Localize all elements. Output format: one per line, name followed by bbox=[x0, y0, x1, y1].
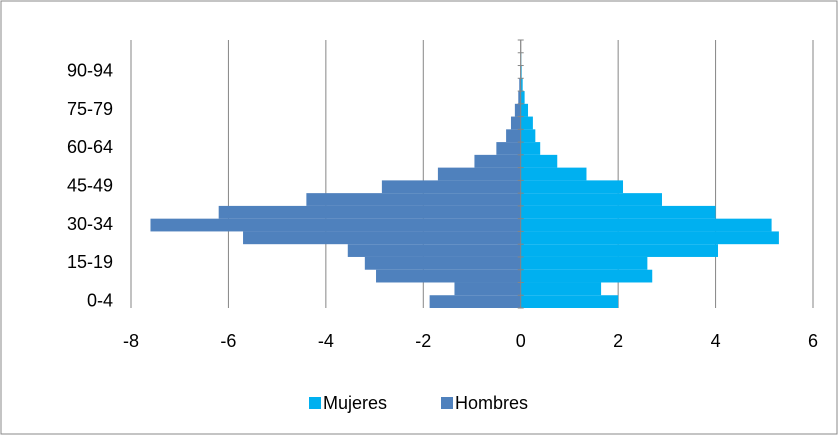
bar bbox=[306, 193, 520, 206]
y-tick-label: 75-79 bbox=[67, 99, 113, 119]
bar bbox=[515, 104, 521, 117]
bar bbox=[474, 155, 520, 168]
bar bbox=[521, 104, 528, 117]
bar bbox=[150, 219, 520, 232]
bar bbox=[454, 282, 520, 295]
bar bbox=[506, 129, 521, 142]
y-tick-label: 60-64 bbox=[67, 137, 113, 157]
bar bbox=[348, 244, 521, 257]
bar bbox=[521, 168, 587, 181]
bar bbox=[521, 219, 772, 232]
bar bbox=[521, 257, 648, 270]
x-tick-label: 2 bbox=[613, 331, 623, 351]
y-tick-label: 0-4 bbox=[87, 290, 113, 310]
x-tick-label: -2 bbox=[415, 331, 431, 351]
bar bbox=[365, 257, 521, 270]
x-tick-label: -8 bbox=[123, 331, 139, 351]
bar bbox=[521, 193, 662, 206]
bar bbox=[521, 270, 653, 283]
bar bbox=[382, 180, 521, 193]
bar bbox=[521, 117, 533, 130]
legend-label: Hombres bbox=[455, 393, 528, 413]
bar bbox=[243, 231, 521, 244]
bar bbox=[521, 231, 779, 244]
bar bbox=[521, 91, 525, 104]
bar bbox=[521, 244, 718, 257]
x-tick-label: 0 bbox=[516, 331, 526, 351]
bar bbox=[521, 295, 618, 308]
bar bbox=[376, 270, 521, 283]
bar bbox=[521, 180, 623, 193]
legend-swatch bbox=[441, 397, 453, 409]
y-tick-label: 15-19 bbox=[67, 252, 113, 272]
bar bbox=[521, 155, 558, 168]
x-tick-label: -6 bbox=[220, 331, 236, 351]
bar bbox=[521, 129, 536, 142]
y-tick-label: 90-94 bbox=[67, 61, 113, 81]
x-tick-label: 6 bbox=[808, 331, 818, 351]
bar bbox=[511, 117, 521, 130]
bar bbox=[496, 142, 520, 155]
y-tick-label: 45-49 bbox=[67, 176, 113, 196]
bar bbox=[521, 282, 601, 295]
legend-label: Mujeres bbox=[323, 393, 387, 413]
y-tick-label: 30-34 bbox=[67, 214, 113, 234]
x-tick-label: 4 bbox=[711, 331, 721, 351]
bar bbox=[219, 206, 521, 219]
bar bbox=[521, 142, 540, 155]
x-tick-label: -4 bbox=[318, 331, 334, 351]
bar bbox=[521, 206, 716, 219]
bar bbox=[430, 295, 521, 308]
legend-swatch bbox=[309, 397, 321, 409]
bar bbox=[438, 168, 521, 181]
